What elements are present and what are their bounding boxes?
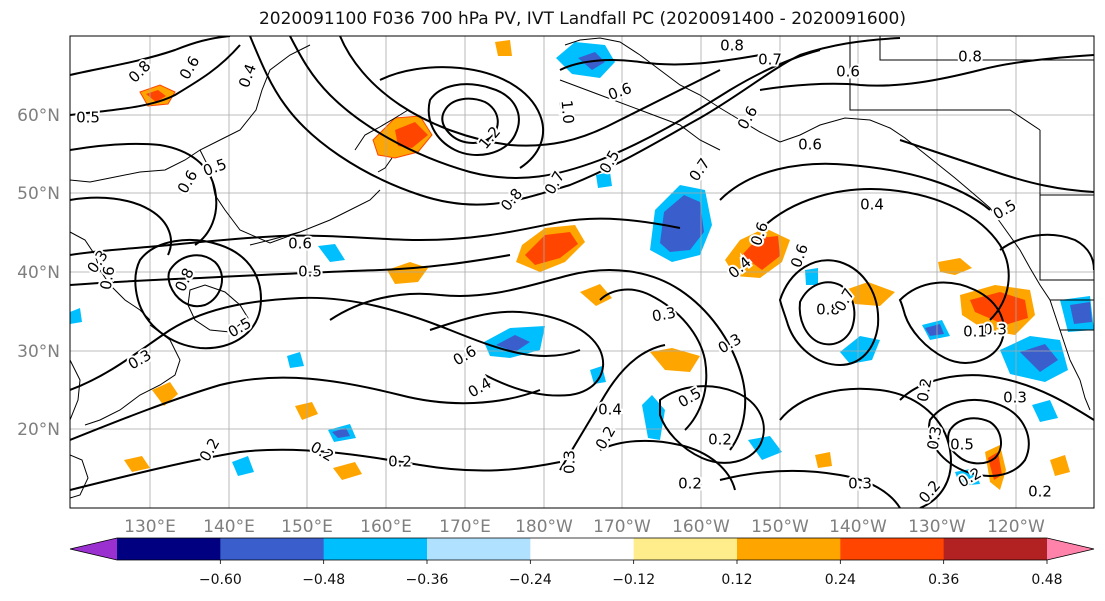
positive-anomaly-patch [815,452,832,468]
map-frame [69,35,1095,509]
lon-label: 150°E [281,517,333,537]
negative-anomaly-patch [70,308,82,324]
lon-label: 120°W [987,517,1045,537]
colorbar-extend-high [1047,538,1094,560]
negative-anomaly-patch [1032,400,1058,422]
colorbar-segment [323,538,428,560]
contour-label: 0.2 [1028,483,1052,501]
positive-anomaly-patch [742,236,780,270]
contour-label: 0.4 [860,196,884,214]
colorbar-segment [220,538,325,560]
colorbar-tick-label: 0.24 [825,572,856,588]
colorbar-tick-label: −0.60 [199,572,242,588]
contour-label: 0.5 [950,436,974,454]
positive-anomaly-patch [938,258,972,275]
negative-anomaly-patch [1070,302,1092,324]
lon-label: 140°E [203,517,255,537]
colorbar-tick-label: −0.24 [509,572,552,588]
negative-anomaly-patch [596,172,612,188]
colorbar-segment [633,538,738,560]
negative-anomaly-patch [925,324,944,336]
lon-label: 130°E [124,517,176,537]
colorbar-segment [117,538,221,560]
latitude-labels: 60°N 50°N 40°N 30°N 20°N [17,106,60,440]
colorbar-tick-label: 0.48 [1031,572,1062,588]
positive-anomaly-patch [333,462,362,480]
negative-anomaly-patch [748,436,782,460]
colorbar-tick-label: −0.12 [612,572,655,588]
colorbar-segment [530,538,635,560]
colorbar-segment [840,538,945,560]
positive-anomaly-patch [124,456,150,472]
lat-label-50n: 50°N [17,184,60,204]
lon-label: 130°W [908,517,966,537]
negative-anomaly-patch [332,428,350,438]
contour-label: 0.3 [561,450,579,474]
negative-anomaly-patch [318,244,345,262]
lat-label-60n: 60°N [17,106,60,126]
colorbar-extend-low [70,538,117,560]
lon-label: 170°W [593,517,651,537]
lon-label: 140°W [829,517,887,537]
colorbar: −0.60 −0.48 −0.36 −0.24 −0.12 0.12 0.24 0.36 0.4… [69,537,1095,588]
contour-label: 0.2 [678,475,702,493]
colorbar-segment [737,538,841,560]
negative-anomaly-patch [805,268,818,285]
negative-anomaly-patch [232,456,254,476]
contour-label: 0.1 [963,323,987,341]
contour-label: 0.8 [720,37,744,55]
colorbar-tick-label: −0.36 [406,572,449,588]
colorbar-segment [943,538,1048,560]
lon-label: 180°W [515,517,573,537]
longitude-labels: 130°E 140°E 150°E 160°E 170°E 180°W 170°… [124,517,1045,537]
contour-label: 0.6 [288,235,312,253]
contour-label: 0.4 [598,401,622,419]
negative-anomaly-patch [287,352,304,368]
contour-label: 0.3 [848,475,872,493]
positive-anomaly-patch [1050,455,1070,476]
positive-anomaly-patch [146,90,166,102]
contour-label: 0.8 [816,301,840,319]
contour-label: 0.8 [958,48,982,66]
pv-contours [70,36,1094,508]
positive-anomaly-patch [525,232,578,265]
negative-anomaly-patch [840,336,880,364]
colorbar-tick-label: 0.12 [721,572,752,588]
contour-label: 1.0 [557,99,577,124]
contour-label: 0.3 [983,321,1007,339]
colorbar-tick-label: 0.36 [928,572,959,588]
lon-label: 160°E [360,517,412,537]
contour-label: 0.6 [836,63,860,81]
positive-anomaly-patch [152,382,178,406]
lon-label: 150°W [751,517,809,537]
positive-anomaly-patch [295,402,318,420]
positive-anomaly-patch [988,452,1002,480]
contour-label: 0.2 [388,453,412,471]
contour-label: 1.0 [555,99,575,124]
negative-anomaly-patch [496,335,530,352]
coastlines [70,36,1094,499]
positive-anomaly-patch [395,122,428,148]
contour-label: 0.2 [708,431,732,449]
contour-label: 0.5 [298,263,322,281]
map-title: 2020091100 F036 700 hPa PV, IVT Landfall… [258,9,906,29]
lon-label: 160°W [672,517,730,537]
contour-label: 0.6 [798,136,822,154]
contour-label: 0.3 [1003,389,1027,407]
colorbar-tick-label: −0.48 [302,572,345,588]
positive-anomaly-patch [580,284,612,306]
lat-label-20n: 20°N [17,420,60,440]
lat-label-40n: 40°N [17,263,60,283]
lon-label: 170°E [439,517,491,537]
contour-label: 0.5 [76,109,100,127]
positive-anomaly-patch [845,282,895,306]
contour-label: 0.7 [758,51,782,69]
lat-label-30n: 30°N [17,342,60,362]
negative-anomaly-patch [955,468,980,486]
negative-anomaly-patch [660,195,704,252]
positive-anomaly-patch [650,348,700,372]
positive-anomaly-patch [495,40,512,56]
colorbar-segment [427,538,531,560]
